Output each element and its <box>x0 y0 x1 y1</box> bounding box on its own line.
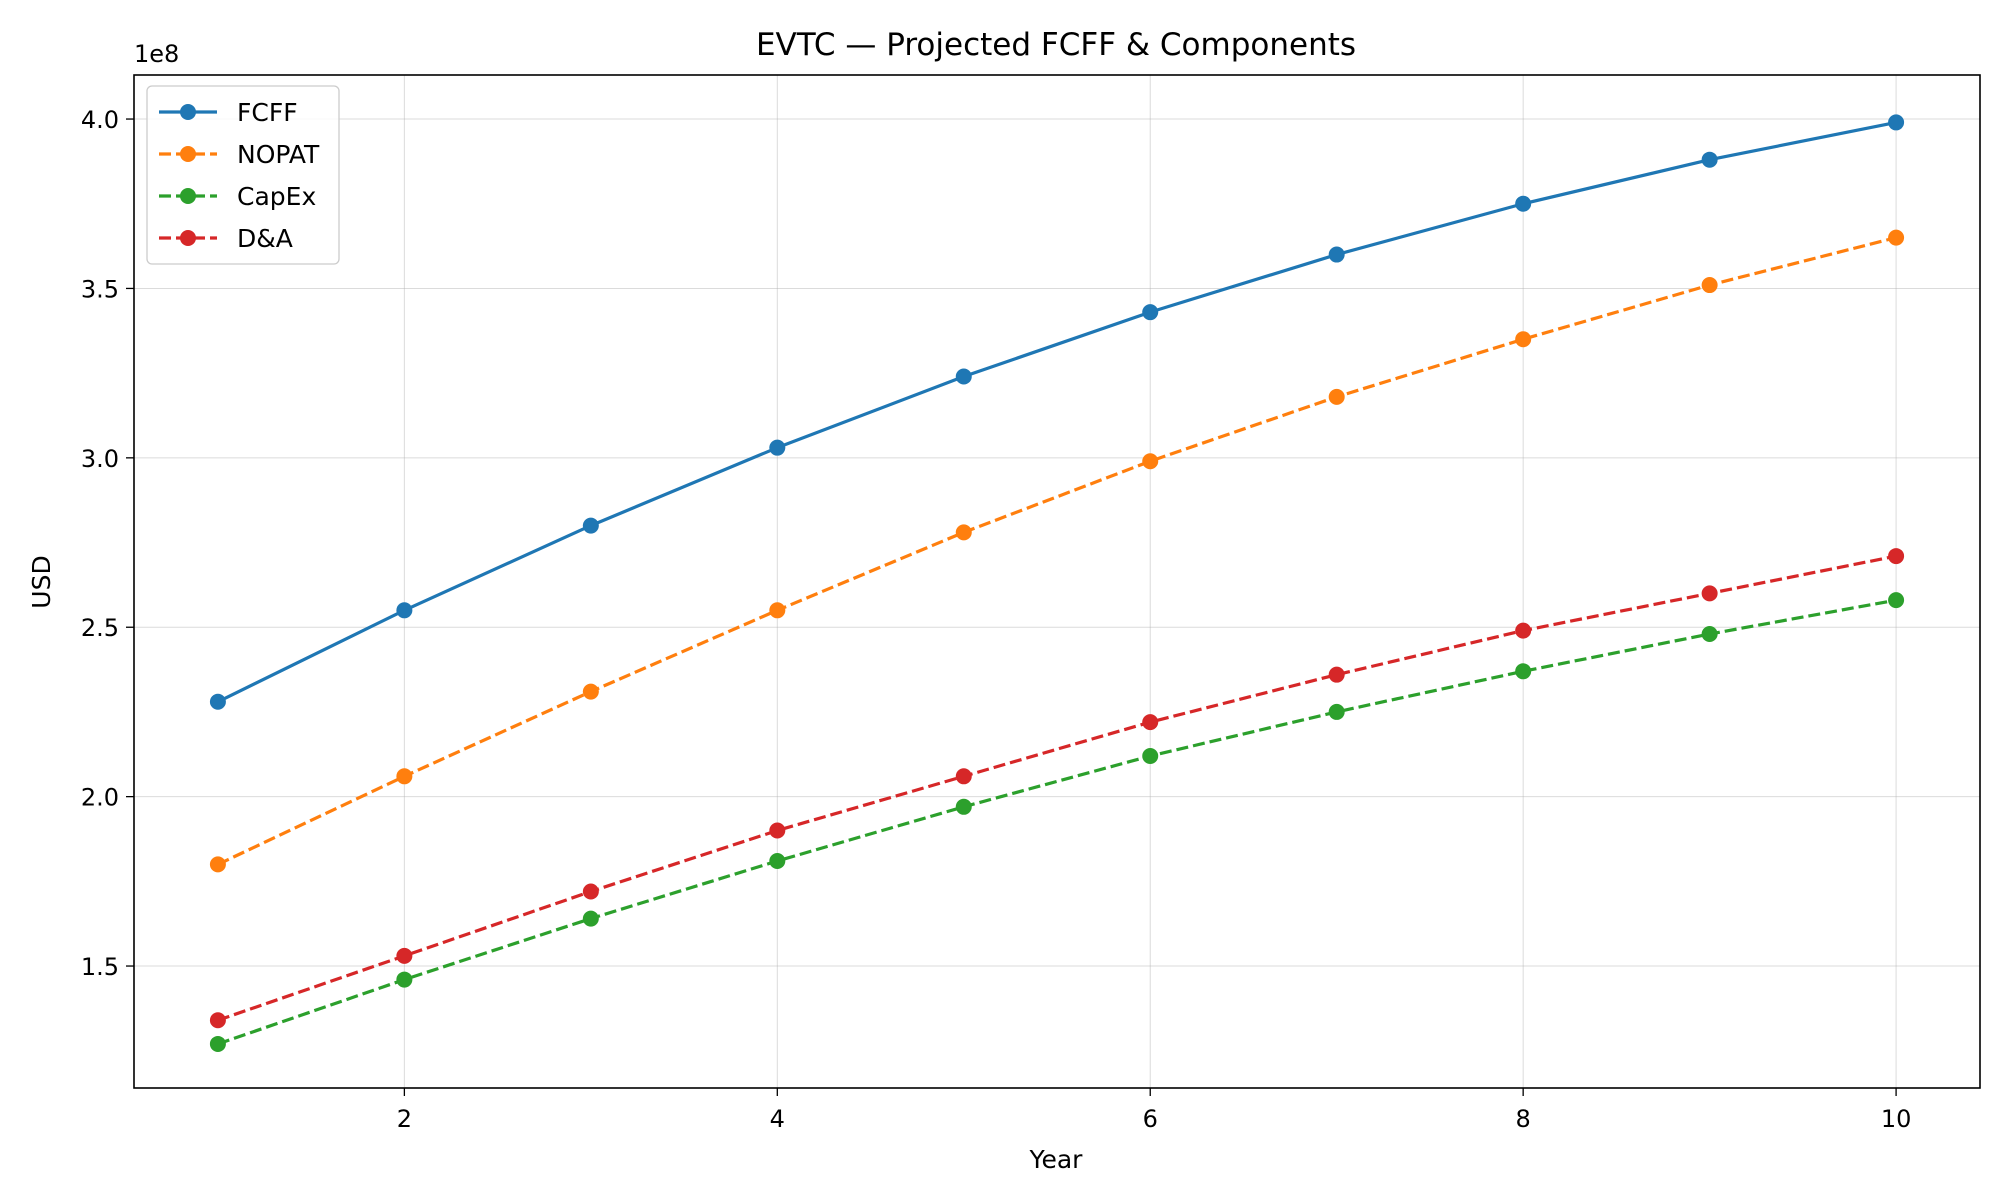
data-point-d-a <box>1515 622 1532 639</box>
data-point-fcff <box>1888 114 1905 131</box>
legend-marker <box>180 188 196 204</box>
data-point-d-a <box>209 1012 226 1029</box>
legend-marker <box>180 146 196 162</box>
series-line-fcff <box>217 120 1897 704</box>
data-point-d-a <box>1701 585 1718 602</box>
y-tick-label: 1.5 <box>81 953 119 981</box>
data-point-nopat <box>1328 388 1345 405</box>
data-point-fcff <box>769 439 786 456</box>
legend-item-capex: CapEx <box>159 182 316 211</box>
y-offset-label: 1e8 <box>134 40 179 68</box>
data-point-fcff <box>209 693 226 710</box>
x-tick-label: 4 <box>770 1105 785 1133</box>
data-point-capex <box>769 853 786 870</box>
series-line-nopat <box>217 236 1897 866</box>
series-capex <box>209 592 1905 1052</box>
data-point-d-a <box>1142 714 1159 731</box>
y-tick-label: 2.0 <box>81 784 119 812</box>
series-nopat <box>209 229 1905 873</box>
data-point-fcff <box>955 368 972 385</box>
data-point-capex <box>1888 592 1905 609</box>
legend-item-d-a: D&A <box>159 224 293 253</box>
data-point-fcff <box>1328 246 1345 263</box>
y-tick-label: 3.0 <box>81 445 119 473</box>
y-tick-label: 4.0 <box>81 106 119 134</box>
data-point-nopat <box>1701 277 1718 294</box>
data-point-nopat <box>1888 229 1905 246</box>
grid <box>134 75 1980 1088</box>
data-point-fcff <box>1515 195 1532 212</box>
x-axis-label: Year <box>1029 1145 1084 1174</box>
legend-frame <box>146 85 340 265</box>
data-point-nopat <box>1142 453 1159 470</box>
plot-series <box>209 114 1905 1052</box>
data-point-nopat <box>769 602 786 619</box>
data-point-nopat <box>1515 331 1532 348</box>
data-point-nopat <box>955 524 972 541</box>
x-tick-label: 8 <box>1516 1105 1531 1133</box>
series-line-capex <box>217 598 1897 1046</box>
data-point-nopat <box>209 856 226 873</box>
data-point-d-a <box>1328 666 1345 683</box>
legend-label: CapEx <box>237 182 316 211</box>
data-point-d-a <box>1888 548 1905 565</box>
data-point-capex <box>1515 663 1532 680</box>
data-point-capex <box>955 798 972 815</box>
series-d-a <box>209 548 1905 1029</box>
data-point-capex <box>209 1035 226 1052</box>
data-point-capex <box>582 910 599 927</box>
x-tick-label: 10 <box>1881 1105 1912 1133</box>
x-axis-ticks: 2 4 6 8 10 <box>397 1088 1912 1133</box>
y-tick-label: 3.5 <box>81 275 119 303</box>
chart-title: EVTC — Projected FCFF & Components <box>756 27 1356 63</box>
data-point-nopat <box>396 768 413 785</box>
x-tick-label: 2 <box>397 1105 412 1133</box>
data-point-fcff <box>582 517 599 534</box>
series-line-d-a <box>217 554 1897 1022</box>
y-tick-label: 2.5 <box>81 614 119 642</box>
legend-item-fcff: FCFF <box>159 98 298 127</box>
data-point-capex <box>396 971 413 988</box>
legend-label: FCFF <box>237 98 298 127</box>
legend-marker <box>180 104 196 120</box>
legend-label: NOPAT <box>237 140 320 169</box>
data-point-fcff <box>1701 151 1718 168</box>
data-point-d-a <box>955 768 972 785</box>
data-point-d-a <box>396 947 413 964</box>
y-axis-label: USD <box>27 555 56 608</box>
data-point-d-a <box>769 822 786 839</box>
x-tick-label: 6 <box>1143 1105 1158 1133</box>
data-point-capex <box>1142 747 1159 764</box>
y-axis-ticks: 1.5 2.0 2.5 3.0 3.5 4.0 <box>81 106 134 981</box>
legend-label: D&A <box>237 224 293 253</box>
data-point-fcff <box>396 602 413 619</box>
data-point-capex <box>1701 626 1718 643</box>
legend-marker <box>180 230 196 246</box>
series-fcff <box>209 114 1905 710</box>
plot-frame <box>133 74 1981 1089</box>
data-point-fcff <box>1142 304 1159 321</box>
data-point-d-a <box>582 883 599 900</box>
legend-item-nopat: NOPAT <box>159 140 320 169</box>
data-point-capex <box>1328 703 1345 720</box>
data-point-nopat <box>582 683 599 700</box>
legend: FCFF NOPAT CapEx D&A <box>146 85 340 265</box>
